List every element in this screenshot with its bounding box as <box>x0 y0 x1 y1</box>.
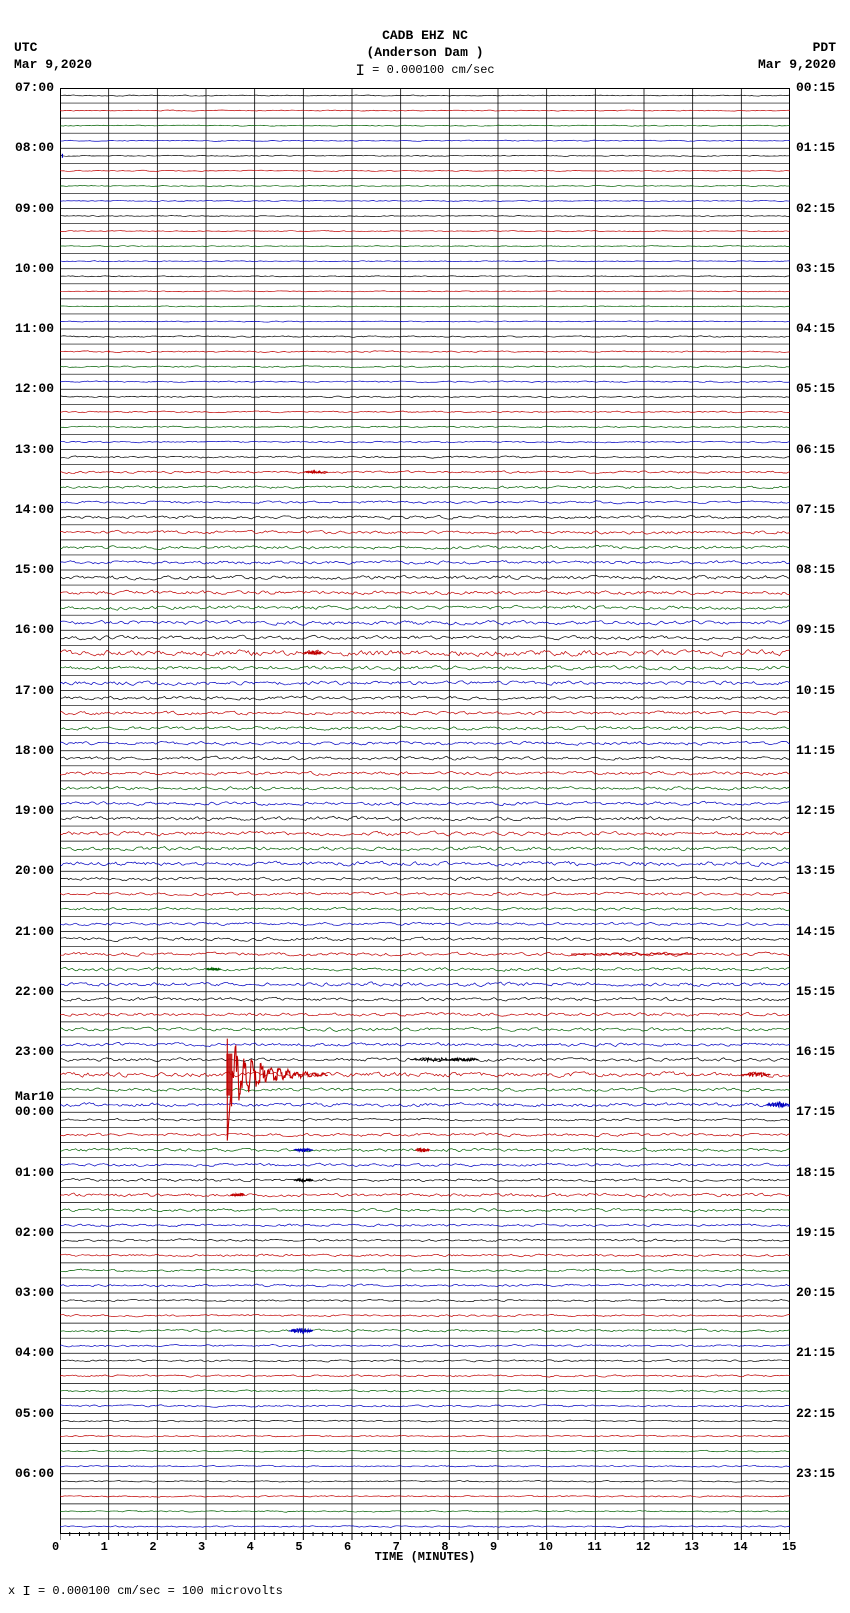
right-hour-label: 16:15 <box>796 1045 835 1058</box>
left-hour-label: 21:00 <box>15 925 54 938</box>
left-hour-label: 06:00 <box>15 1467 54 1480</box>
right-hour-label: 18:15 <box>796 1166 835 1179</box>
seismogram-plot <box>60 88 790 1534</box>
right-hour-label: 05:15 <box>796 382 835 395</box>
station-code: CADB EHZ NC <box>382 28 468 43</box>
left-hour-label: 09:00 <box>15 202 54 215</box>
left-hour-label: 16:00 <box>15 623 54 636</box>
left-hour-label: 05:00 <box>15 1407 54 1420</box>
station-name: (Anderson Dam ) <box>366 45 483 60</box>
right-hour-label: 17:15 <box>796 1105 835 1118</box>
tz-left-date: Mar 9,2020 <box>14 57 92 72</box>
left-hour-label: 12:00 <box>15 382 54 395</box>
left-midnight-date: Mar10 <box>15 1090 54 1103</box>
right-hour-label: 07:15 <box>796 503 835 516</box>
scale-bar-glyph: I <box>355 62 365 80</box>
left-hour-label: 15:00 <box>15 563 54 576</box>
scale-legend: I = 0.000100 cm/sec <box>0 62 850 80</box>
left-hour-label: 14:00 <box>15 503 54 516</box>
right-hour-label: 13:15 <box>796 864 835 877</box>
tz-right-date: Mar 9,2020 <box>758 57 836 72</box>
left-hour-label: 11:00 <box>15 322 54 335</box>
scale-text: = 0.000100 cm/sec <box>365 63 495 77</box>
x-axis-label: TIME (MINUTES) <box>0 1550 850 1564</box>
left-hour-label: 19:00 <box>15 804 54 817</box>
left-hour-label: 13:00 <box>15 443 54 456</box>
tz-right: PDT Mar 9,2020 <box>758 40 836 74</box>
footer-scale: x I = 0.000100 cm/sec = 100 microvolts <box>8 1584 283 1600</box>
right-hour-label: 21:15 <box>796 1346 835 1359</box>
left-hour-label: 04:00 <box>15 1346 54 1359</box>
left-hour-label: 00:00 <box>15 1105 54 1118</box>
left-hour-label: 20:00 <box>15 864 54 877</box>
right-hour-label: 10:15 <box>796 684 835 697</box>
left-hour-label: 07:00 <box>15 81 54 94</box>
tz-left-code: UTC <box>14 40 37 55</box>
right-hour-label: 22:15 <box>796 1407 835 1420</box>
right-hour-label: 06:15 <box>796 443 835 456</box>
right-hour-label: 19:15 <box>796 1226 835 1239</box>
footer-prefix: x <box>8 1584 22 1598</box>
right-hour-label: 15:15 <box>796 985 835 998</box>
right-hour-label: 01:15 <box>796 141 835 154</box>
right-hour-label: 20:15 <box>796 1286 835 1299</box>
left-hour-label: 23:00 <box>15 1045 54 1058</box>
right-hour-label: 00:15 <box>796 81 835 94</box>
footer-bar-glyph: I <box>22 1584 30 1600</box>
right-hour-label: 11:15 <box>796 744 835 757</box>
chart-header: CADB EHZ NC (Anderson Dam ) <box>0 28 850 62</box>
left-hour-label: 10:00 <box>15 262 54 275</box>
left-hour-label: 18:00 <box>15 744 54 757</box>
left-hour-label: 02:00 <box>15 1226 54 1239</box>
left-hour-label: 22:00 <box>15 985 54 998</box>
right-hour-label: 02:15 <box>796 202 835 215</box>
right-hour-label: 04:15 <box>796 322 835 335</box>
right-hour-label: 14:15 <box>796 925 835 938</box>
right-hour-label: 09:15 <box>796 623 835 636</box>
left-hour-label: 08:00 <box>15 141 54 154</box>
left-hour-label: 17:00 <box>15 684 54 697</box>
right-hour-label: 23:15 <box>796 1467 835 1480</box>
left-hour-label: 01:00 <box>15 1166 54 1179</box>
tz-left: UTC Mar 9,2020 <box>14 40 92 74</box>
left-hour-label: 03:00 <box>15 1286 54 1299</box>
footer-text: = 0.000100 cm/sec = 100 microvolts <box>31 1584 283 1598</box>
right-hour-label: 08:15 <box>796 563 835 576</box>
tz-right-code: PDT <box>813 40 836 55</box>
right-hour-label: 12:15 <box>796 804 835 817</box>
right-hour-label: 03:15 <box>796 262 835 275</box>
